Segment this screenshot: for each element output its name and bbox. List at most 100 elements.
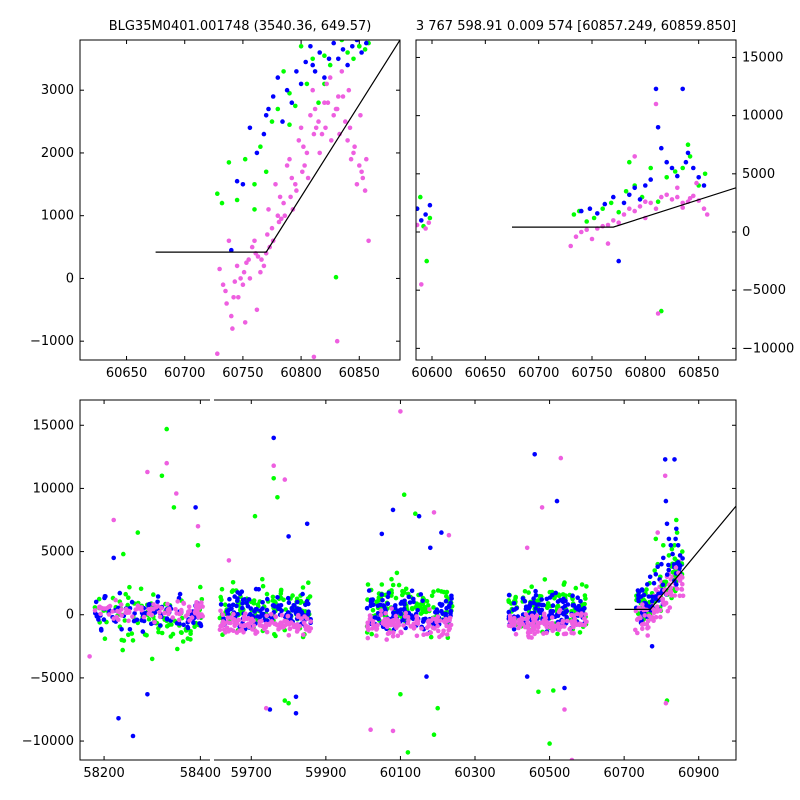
pink-point [511,622,517,628]
pink-point [276,219,282,225]
pink-point [239,627,245,633]
pink-point [282,477,288,482]
blue-point [264,607,270,613]
pink-point [311,131,317,137]
pink-point [375,622,380,628]
pink-point [419,626,424,631]
x-tick-label: 60700 [164,366,205,381]
blue-point [406,594,412,600]
pink-point [252,238,257,244]
blue-point [616,258,621,264]
blue-point [636,593,641,598]
green-point [542,577,548,582]
pink-point [174,491,179,496]
pink-point [149,612,155,618]
pink-point [558,455,564,461]
pink-point [217,627,223,632]
blue-point [400,617,406,623]
pink-point [199,600,204,605]
pink-point [406,618,411,623]
green-point [379,582,385,587]
pink-point [605,241,611,246]
blue-point [570,593,575,598]
blue-point [575,606,580,612]
pink-point [249,616,255,622]
pink-point [87,654,92,659]
blue-point [312,69,318,74]
pink-point [430,616,436,621]
blue-point [350,44,355,49]
pink-point [345,138,350,143]
pink-point [655,311,661,316]
blue-point [158,623,163,628]
pink-point [259,257,264,262]
pink-point [274,622,280,628]
blue-point [531,596,536,601]
blue-point [661,555,666,561]
pink-point [365,620,371,625]
green-point [242,156,248,162]
pink-point [674,586,680,592]
pink-point [533,615,539,620]
blue-point [621,200,627,206]
green-point [179,630,184,635]
blue-point [646,594,652,599]
green-point [304,81,310,87]
blue-point [379,531,385,537]
pink-point [393,622,399,627]
green-point [672,169,678,174]
pink-point [244,260,249,266]
blue-point [293,711,299,716]
pink-point [678,573,684,579]
green-point [685,142,691,147]
blue-point [364,605,370,611]
pink-point [155,603,161,609]
pink-point [446,532,452,538]
blue-point [579,607,585,612]
green-point [278,591,284,596]
x-tick-label: 58200 [83,766,124,781]
pink-point [539,505,545,510]
blue-point [524,674,530,679]
blue-point [246,597,252,602]
blue-point [266,106,271,112]
green-point [427,215,433,221]
pink-point [325,100,331,105]
blue-point [401,607,407,612]
pink-point [525,616,530,621]
pink-point [632,154,637,159]
pink-point [287,156,292,162]
pink-point [343,119,348,124]
pink-point [152,620,157,625]
pink-point [359,169,364,175]
pink-point [241,269,247,275]
blue-point [539,602,544,608]
pink-point [258,269,263,275]
pink-point [118,602,124,607]
pink-point [346,87,352,93]
green-point [655,199,661,204]
blue-point [696,175,701,180]
green-point [400,588,405,594]
pink-point [370,621,376,627]
pink-point [298,125,304,131]
pink-point [557,607,563,613]
pink-point [174,611,179,616]
blue-point [253,607,258,612]
green-point [219,200,225,206]
pink-point [285,621,290,626]
pink-point [374,633,379,638]
blue-point [299,609,305,615]
pink-point [651,607,656,612]
blue-point [650,594,655,600]
pink-point [642,613,647,618]
y-tick-label: 15000 [33,418,74,433]
blue-point [407,600,413,605]
blue-point [131,618,137,624]
pink-point [135,603,141,608]
pink-point [311,354,317,360]
green-point [398,692,403,697]
pink-point [677,593,683,599]
x-tick-label: 60600 [411,366,452,381]
blue-point [308,44,313,49]
